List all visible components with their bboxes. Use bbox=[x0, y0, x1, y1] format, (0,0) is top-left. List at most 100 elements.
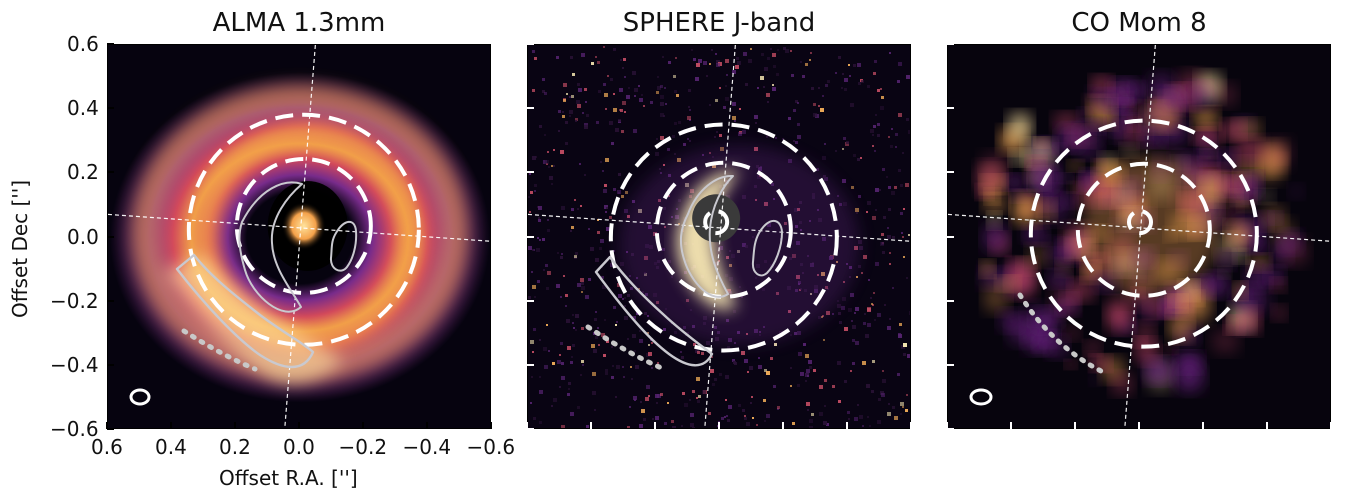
sphere-noise-pixel bbox=[689, 399, 691, 401]
alma-panel bbox=[107, 44, 491, 429]
sphere-noise-pixel bbox=[602, 170, 604, 172]
sphere-noise-pixel bbox=[569, 110, 573, 114]
sphere-noise-pixel bbox=[591, 62, 594, 65]
sphere-noise-pixel bbox=[793, 140, 795, 142]
sphere-noise-pixel bbox=[571, 208, 574, 211]
sphere-noise-pixel bbox=[546, 324, 548, 326]
sphere-noise-pixel bbox=[881, 96, 884, 99]
sphere-noise-pixel bbox=[775, 137, 777, 139]
co-emission-blob bbox=[1263, 138, 1292, 169]
sphere-noise-pixel bbox=[897, 373, 900, 376]
sphere-noise-pixel bbox=[534, 190, 536, 192]
sphere-noise-pixel bbox=[855, 307, 859, 311]
sphere-noise-pixel bbox=[606, 227, 610, 231]
sphere-noise-pixel bbox=[619, 88, 623, 92]
sphere-noise-pixel bbox=[603, 354, 606, 357]
co-emission-blob bbox=[983, 223, 1008, 252]
sphere-noise-pixel bbox=[671, 420, 674, 423]
sphere-noise-pixel bbox=[665, 103, 667, 105]
sphere-noise-pixel bbox=[877, 123, 880, 126]
sphere-noise-pixel bbox=[605, 372, 608, 375]
sphere-noise-pixel bbox=[605, 158, 609, 162]
sphere-noise-pixel bbox=[738, 404, 741, 407]
sphere-noise-pixel bbox=[883, 216, 886, 219]
sphere-noise-pixel bbox=[846, 141, 849, 144]
sphere-noise-pixel bbox=[824, 143, 826, 145]
sphere-noise-pixel bbox=[542, 90, 545, 93]
sphere-noise-pixel bbox=[598, 90, 601, 93]
sphere-right-contour bbox=[751, 219, 783, 277]
sphere-noise-pixel bbox=[571, 226, 574, 229]
sphere-noise-pixel bbox=[706, 75, 708, 77]
sphere-noise-pixel bbox=[615, 128, 619, 132]
co-emission-blob bbox=[1004, 174, 1025, 190]
sphere-noise-pixel bbox=[627, 426, 630, 428]
sphere-noise-pixel bbox=[881, 233, 884, 236]
co-emission-blob bbox=[976, 163, 1004, 193]
alma-vertical-guide bbox=[284, 45, 316, 428]
sphere-noise-pixel bbox=[848, 308, 852, 312]
sphere-noise-pixel bbox=[609, 121, 613, 125]
sphere-noise-pixel bbox=[616, 321, 618, 323]
sphere-noise-pixel bbox=[611, 376, 614, 379]
sphere-noise-pixel bbox=[878, 398, 881, 401]
sphere-noise-pixel bbox=[719, 373, 722, 376]
co-emission-blob bbox=[1078, 108, 1091, 121]
sphere-noise-pixel bbox=[605, 369, 608, 372]
sphere-noise-pixel bbox=[822, 95, 824, 97]
sphere-noise-pixel bbox=[888, 136, 890, 138]
sphere-noise-pixel bbox=[581, 286, 585, 290]
sphere-noise-pixel bbox=[742, 130, 746, 134]
sphere-noise-pixel bbox=[732, 70, 736, 74]
sphere-noise-pixel bbox=[751, 396, 753, 398]
sphere-noise-pixel bbox=[857, 158, 860, 161]
sphere-noise-pixel bbox=[532, 50, 535, 53]
co-outer-ring bbox=[1028, 118, 1259, 349]
sphere-noise-pixel bbox=[613, 93, 615, 95]
sphere-noise-pixel bbox=[668, 61, 671, 64]
co-emission-blob bbox=[1025, 225, 1047, 244]
sphere-noise-pixel bbox=[889, 252, 891, 254]
sphere-noise-pixel bbox=[548, 350, 550, 352]
sphere-noise-pixel bbox=[714, 378, 717, 381]
sphere-noise-pixel bbox=[858, 265, 861, 268]
co-horizontal-guide bbox=[948, 213, 1330, 242]
sphere-noise-pixel bbox=[680, 351, 682, 353]
sphere-noise-pixel bbox=[532, 351, 534, 353]
sphere-noise-pixel bbox=[701, 352, 704, 355]
sphere-noise-pixel bbox=[562, 111, 564, 113]
sphere-noise-pixel bbox=[632, 334, 636, 338]
sphere-noise-pixel bbox=[723, 106, 726, 109]
sphere-noise-pixel bbox=[639, 424, 643, 428]
sphere-noise-pixel bbox=[532, 249, 534, 251]
sphere-noise-pixel bbox=[889, 263, 891, 265]
sphere-noise-pixel bbox=[569, 96, 571, 98]
sphere-noise-pixel bbox=[901, 232, 903, 234]
sphere-noise-pixel bbox=[539, 390, 543, 394]
sphere-noise-pixel bbox=[596, 121, 599, 124]
sphere-noise-pixel bbox=[755, 122, 757, 124]
sphere-noise-pixel bbox=[761, 53, 764, 56]
sphere-noise-pixel bbox=[530, 191, 533, 194]
sphere-noise-pixel bbox=[619, 109, 621, 111]
sphere-noise-pixel bbox=[890, 145, 893, 148]
sphere-noise-pixel bbox=[703, 61, 707, 65]
sphere-noise-pixel bbox=[702, 390, 706, 394]
sphere-noise-pixel bbox=[582, 364, 584, 366]
sphere-noise-pixel bbox=[872, 134, 874, 136]
sphere-noise-pixel bbox=[616, 365, 620, 369]
sphere-noise-pixel bbox=[725, 85, 727, 87]
sphere-noise-pixel bbox=[538, 217, 540, 219]
sphere-noise-pixel bbox=[715, 99, 718, 102]
sphere-noise-pixel bbox=[832, 385, 835, 388]
sphere-noise-pixel bbox=[618, 294, 622, 298]
y-tick-mark bbox=[107, 107, 114, 110]
sphere-noise-pixel bbox=[575, 252, 578, 255]
sphere-noise-pixel bbox=[895, 133, 898, 136]
sphere-noise-pixel bbox=[595, 258, 599, 262]
sphere-noise-pixel bbox=[746, 422, 750, 426]
x-tick-label: −0.4 bbox=[402, 435, 452, 459]
sphere-noise-pixel bbox=[772, 84, 774, 86]
sphere-inner-ring bbox=[654, 160, 793, 299]
sphere-noise-pixel bbox=[655, 416, 659, 420]
